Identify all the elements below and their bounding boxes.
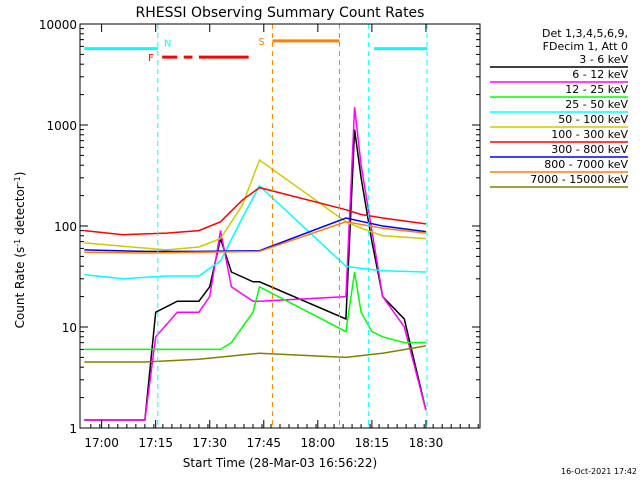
y-axis-label-exp2: -1 [13, 176, 22, 184]
y-axis-label: Count Rate (s-1 detector-1) [13, 172, 28, 329]
legend-entry-6: 100 - 300 keV [551, 128, 628, 141]
axes [79, 23, 481, 429]
ticks: 17:00 17:15 17:30 17:45 18:00 18:15 18:30 1 10 10… [39, 18, 480, 450]
plot-frame [79, 23, 481, 429]
saa-label: S [258, 37, 264, 48]
legend-entry-1: 3 - 6 keV [579, 53, 628, 66]
legend-entry-2: 6 - 12 keV [572, 68, 628, 81]
series-line-3 [84, 271, 426, 351]
x-tick-label-7: 18:30 [409, 436, 444, 450]
x-tick-label-5: 18:00 [301, 436, 336, 450]
legend-entry-5: 50 - 100 keV [558, 113, 628, 126]
footer-date: 16-Oct-2021 17:42 [561, 467, 637, 476]
series-line-5 [84, 158, 426, 251]
y-tick-label-2: 10 [62, 321, 77, 335]
y-axis-label-main: Count Rate (s [13, 247, 27, 329]
series-line-1 [84, 129, 427, 421]
legend-header-2: FDecim 1, Att 0 [543, 40, 628, 53]
x-axis-label: Start Time (28-Mar-03 16:56:22) [183, 456, 377, 470]
y-tick-label-3: 100 [54, 220, 77, 234]
y-axis-label-end: ) [13, 172, 27, 177]
y-axis-label-exp1: -1 [13, 239, 22, 247]
series-line-2 [84, 107, 427, 421]
legend-entry-3: 12 - 25 keV [565, 83, 628, 96]
legend: Det 1,3,4,5,6,9,FDecim 1, Att 03 - 6 keV… [490, 27, 628, 188]
chart-title: RHESSI Observing Summary Count Rates [136, 5, 425, 21]
series-line-8 [84, 221, 426, 254]
night-label: N [164, 39, 171, 50]
legend-header-1: Det 1,3,4,5,6,9, [542, 27, 628, 40]
legend-entry-8: 800 - 7000 keV [544, 158, 628, 171]
y-tick-label-1: 1 [69, 422, 77, 436]
y-tick-label-5: 10000 [39, 18, 77, 32]
x-tick-label-6: 18:15 [355, 436, 390, 450]
y-axis-label-mid: detector [13, 184, 27, 239]
legend-entry-9: 7000 - 15000 keV [530, 173, 628, 186]
flare-label: F [148, 53, 154, 64]
legend-entry-7: 300 - 800 keV [551, 143, 628, 156]
x-tick-label-1: 17:00 [84, 436, 119, 450]
x-tick-label-4: 17:45 [246, 436, 281, 450]
x-tick-label-3: 17:30 [192, 436, 227, 450]
series-line-9 [84, 345, 427, 363]
y-tick-label-4: 1000 [46, 119, 77, 133]
x-tick-label-2: 17:15 [138, 436, 173, 450]
plot-area: NF S [84, 24, 428, 428]
legend-entry-4: 25 - 50 keV [565, 98, 628, 111]
